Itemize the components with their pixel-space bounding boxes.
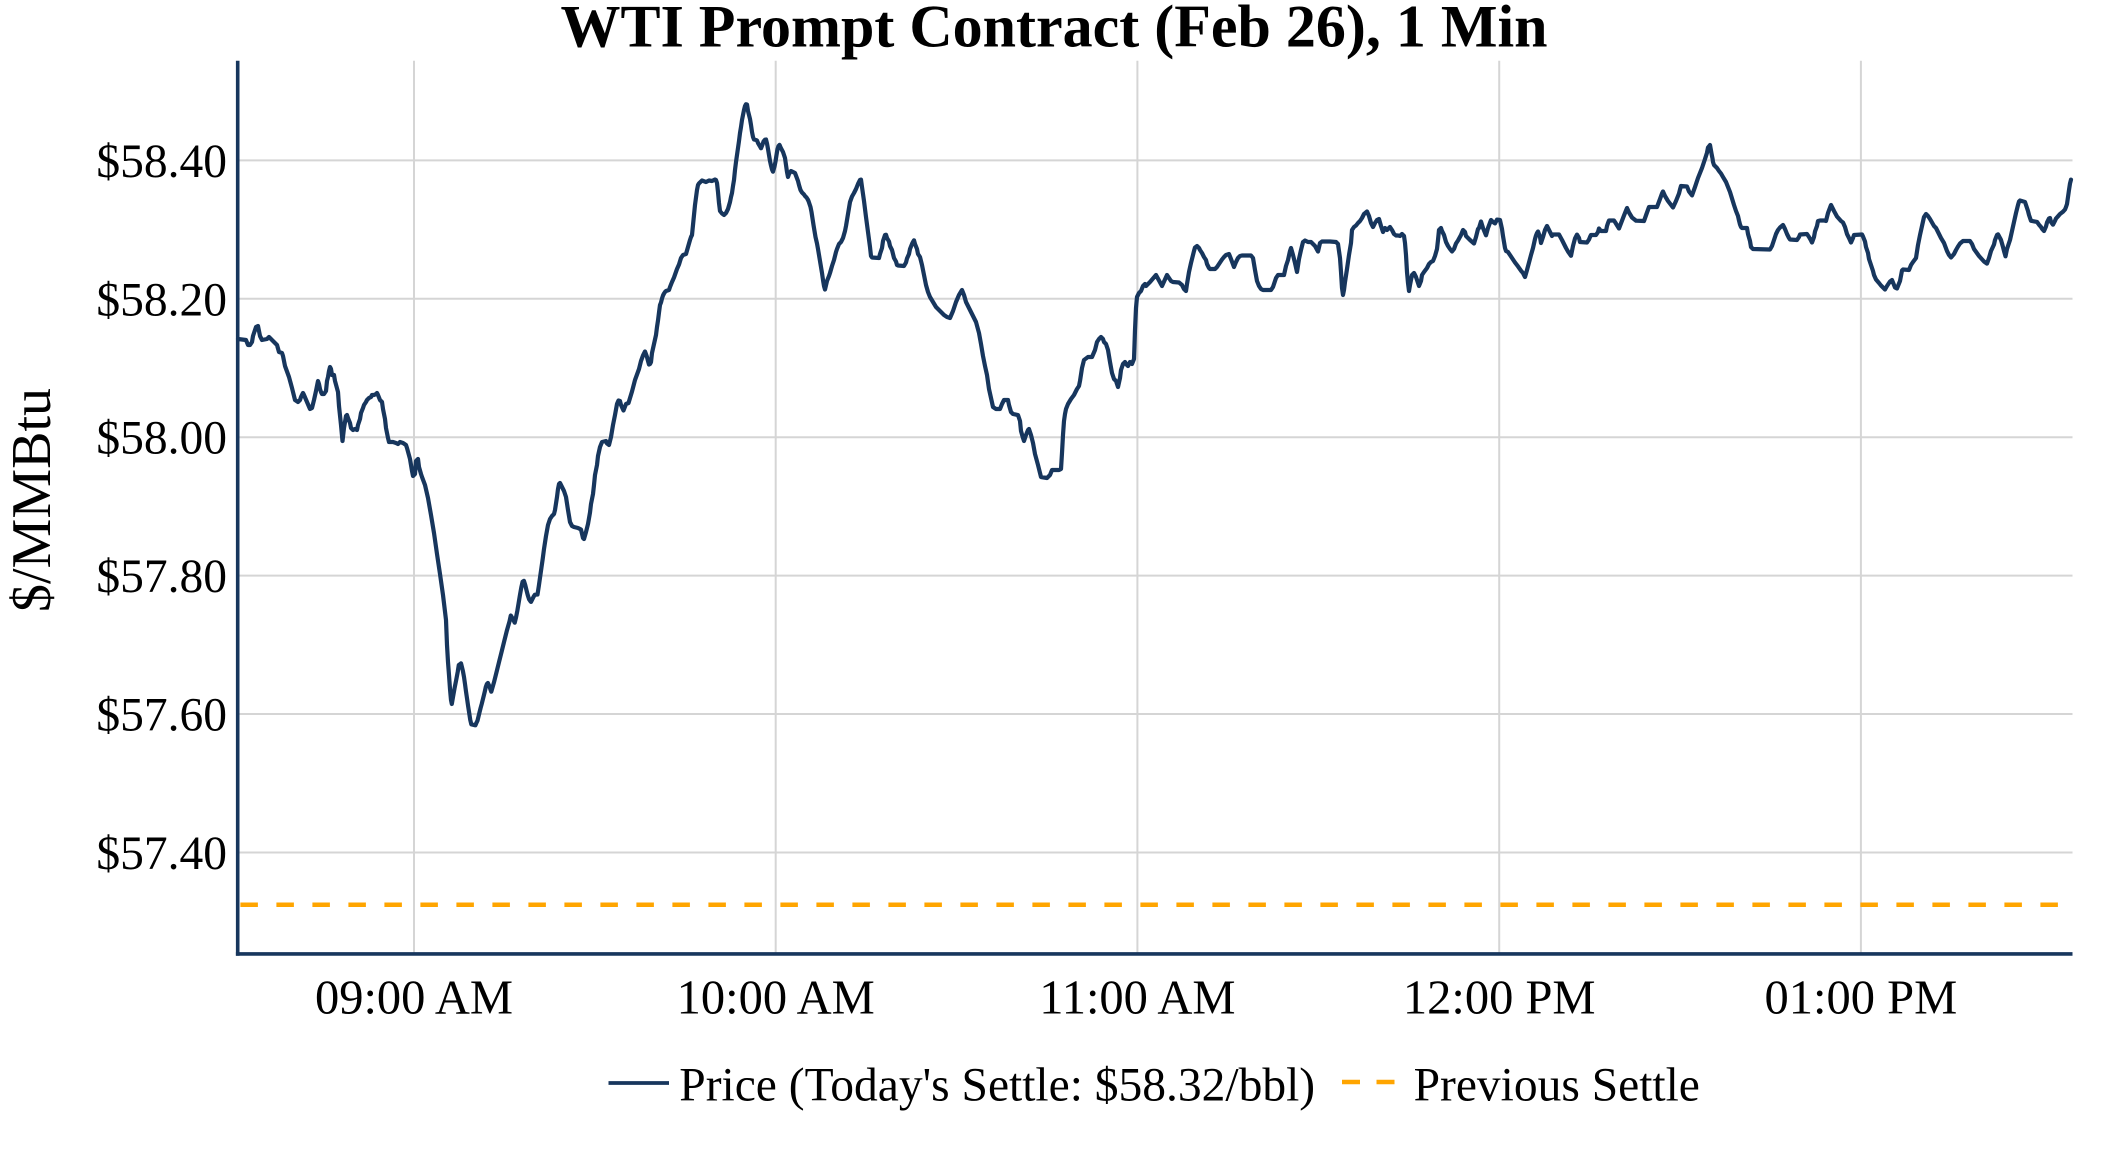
svg-text:$58.00: $58.00 — [96, 413, 227, 465]
svg-text:$58.20: $58.20 — [96, 274, 227, 326]
svg-text:01:00 PM: 01:00 PM — [1765, 972, 1958, 1025]
svg-text:11:00 AM: 11:00 AM — [1039, 972, 1235, 1025]
svg-text:$57.80: $57.80 — [96, 551, 227, 603]
svg-text:Price (Today's Settle: $58.32/: Price (Today's Settle: $58.32/bbl) — [679, 1060, 1315, 1112]
svg-text:12:00 PM: 12:00 PM — [1403, 972, 1596, 1025]
svg-text:WTI Prompt Contract (Feb 26),: WTI Prompt Contract (Feb 26), 1 Min — [560, 0, 1547, 60]
svg-text:Previous Settle: Previous Settle — [1414, 1060, 1700, 1112]
svg-text:$58.40: $58.40 — [96, 136, 227, 188]
svg-text:$57.40: $57.40 — [96, 828, 227, 880]
svg-text:$/MMBtu: $/MMBtu — [1, 388, 63, 612]
svg-text:09:00 AM: 09:00 AM — [315, 972, 513, 1025]
svg-text:10:00 AM: 10:00 AM — [677, 972, 875, 1025]
svg-text:$57.60: $57.60 — [96, 690, 227, 742]
